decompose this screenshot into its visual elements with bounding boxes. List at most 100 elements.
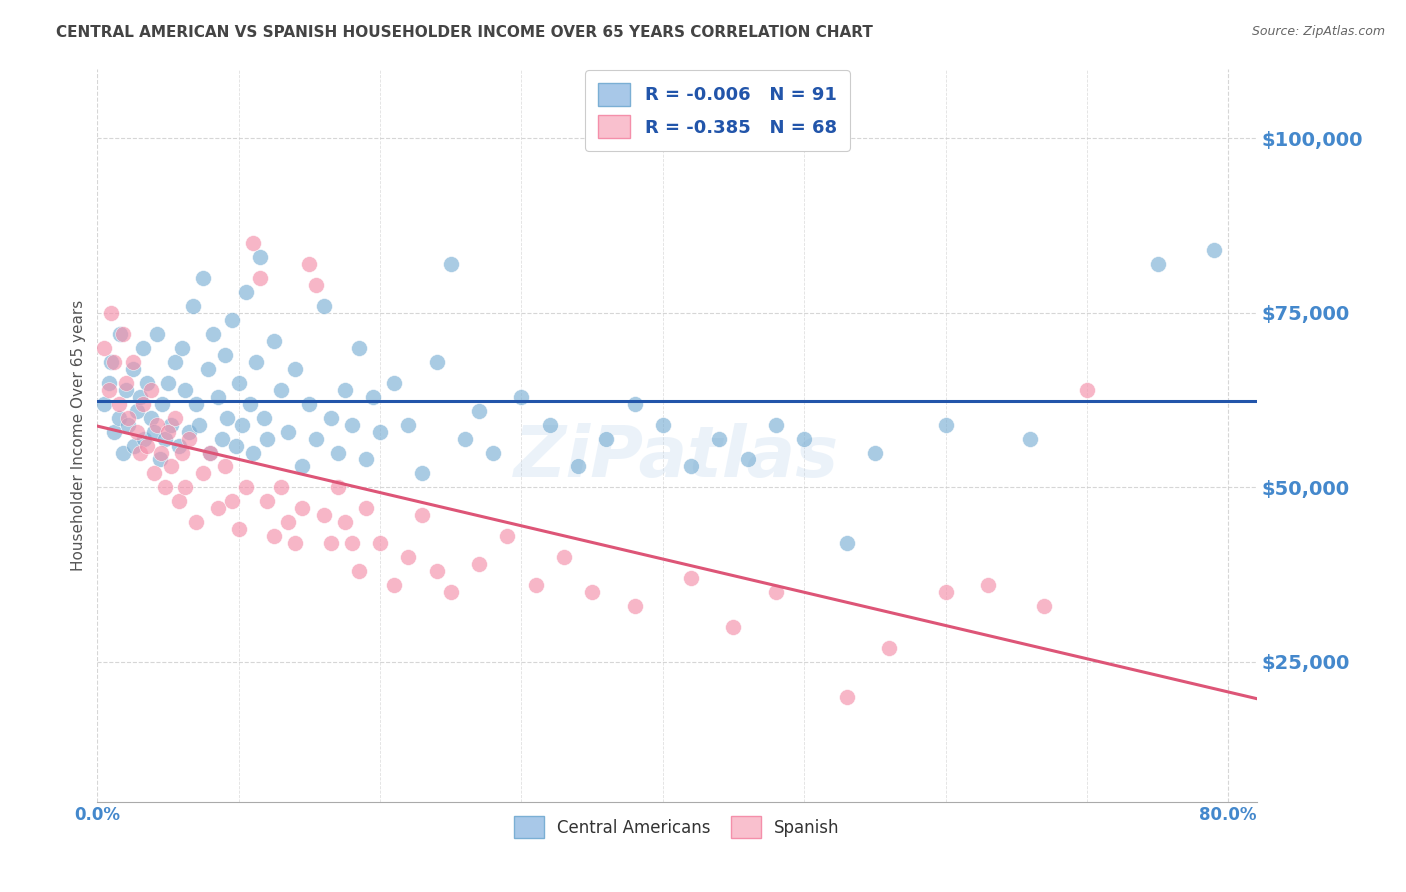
Point	[368, 425, 391, 439]
Point	[97, 376, 120, 390]
Point	[623, 397, 645, 411]
Point	[319, 410, 342, 425]
Point	[200, 445, 222, 459]
Point	[291, 459, 314, 474]
Point	[396, 417, 419, 432]
Point	[214, 459, 236, 474]
Point	[567, 459, 589, 474]
Point	[382, 578, 405, 592]
Point	[284, 536, 307, 550]
Point	[524, 578, 547, 592]
Point	[333, 383, 356, 397]
Point	[468, 558, 491, 572]
Point	[125, 403, 148, 417]
Point	[877, 640, 900, 655]
Point	[117, 410, 139, 425]
Point	[186, 516, 208, 530]
Point	[145, 326, 167, 341]
Text: Source: ZipAtlas.com: Source: ZipAtlas.com	[1251, 25, 1385, 38]
Point	[228, 376, 250, 390]
Point	[103, 355, 125, 369]
Point	[121, 355, 143, 369]
Point	[186, 397, 208, 411]
Point	[538, 417, 561, 432]
Point	[103, 425, 125, 439]
Point	[221, 313, 243, 327]
Point	[157, 376, 180, 390]
Point	[934, 585, 956, 599]
Point	[496, 529, 519, 543]
Point	[157, 425, 180, 439]
Point	[1033, 599, 1056, 613]
Point	[142, 467, 165, 481]
Point	[160, 417, 183, 432]
Point	[107, 397, 129, 411]
Point	[835, 536, 858, 550]
Point	[305, 432, 328, 446]
Point	[131, 397, 153, 411]
Point	[340, 536, 363, 550]
Point	[132, 432, 155, 446]
Point	[1076, 383, 1098, 397]
Point	[117, 417, 139, 432]
Point	[319, 536, 342, 550]
Point	[510, 390, 533, 404]
Point	[977, 578, 1000, 592]
Point	[765, 585, 787, 599]
Point	[737, 452, 759, 467]
Point	[426, 564, 449, 578]
Point	[270, 480, 292, 494]
Point	[149, 445, 172, 459]
Point	[228, 522, 250, 536]
Point	[326, 480, 349, 494]
Point	[333, 516, 356, 530]
Point	[863, 445, 886, 459]
Point	[239, 397, 262, 411]
Point	[93, 397, 115, 411]
Point	[312, 299, 335, 313]
Y-axis label: Householder Income Over 65 years: Householder Income Over 65 years	[72, 300, 86, 571]
Point	[765, 417, 787, 432]
Point	[235, 480, 257, 494]
Point	[581, 585, 603, 599]
Point	[253, 410, 276, 425]
Point	[114, 376, 136, 390]
Point	[1204, 243, 1226, 257]
Point	[298, 397, 321, 411]
Point	[305, 277, 328, 292]
Text: ZiPatlas: ZiPatlas	[515, 423, 839, 491]
Point	[326, 445, 349, 459]
Point	[382, 376, 405, 390]
Point	[174, 480, 197, 494]
Point	[440, 585, 463, 599]
Point	[368, 536, 391, 550]
Point	[709, 432, 731, 446]
Point	[231, 417, 253, 432]
Point	[623, 599, 645, 613]
Point	[211, 432, 233, 446]
Point	[183, 299, 205, 313]
Point	[122, 438, 145, 452]
Point	[111, 326, 134, 341]
Point	[125, 425, 148, 439]
Point	[100, 355, 122, 369]
Point	[681, 571, 703, 585]
Point	[150, 397, 173, 411]
Point	[235, 285, 257, 299]
Point	[207, 390, 229, 404]
Point	[242, 445, 264, 459]
Point	[277, 425, 299, 439]
Point	[214, 348, 236, 362]
Point	[93, 341, 115, 355]
Point	[411, 467, 433, 481]
Point	[97, 383, 120, 397]
Point	[793, 432, 815, 446]
Text: CENTRAL AMERICAN VS SPANISH HOUSEHOLDER INCOME OVER 65 YEARS CORRELATION CHART: CENTRAL AMERICAN VS SPANISH HOUSEHOLDER …	[56, 25, 873, 40]
Point	[426, 355, 449, 369]
Point	[242, 235, 264, 250]
Point	[128, 390, 150, 404]
Point	[411, 508, 433, 523]
Point	[128, 445, 150, 459]
Point	[174, 383, 197, 397]
Point	[114, 383, 136, 397]
